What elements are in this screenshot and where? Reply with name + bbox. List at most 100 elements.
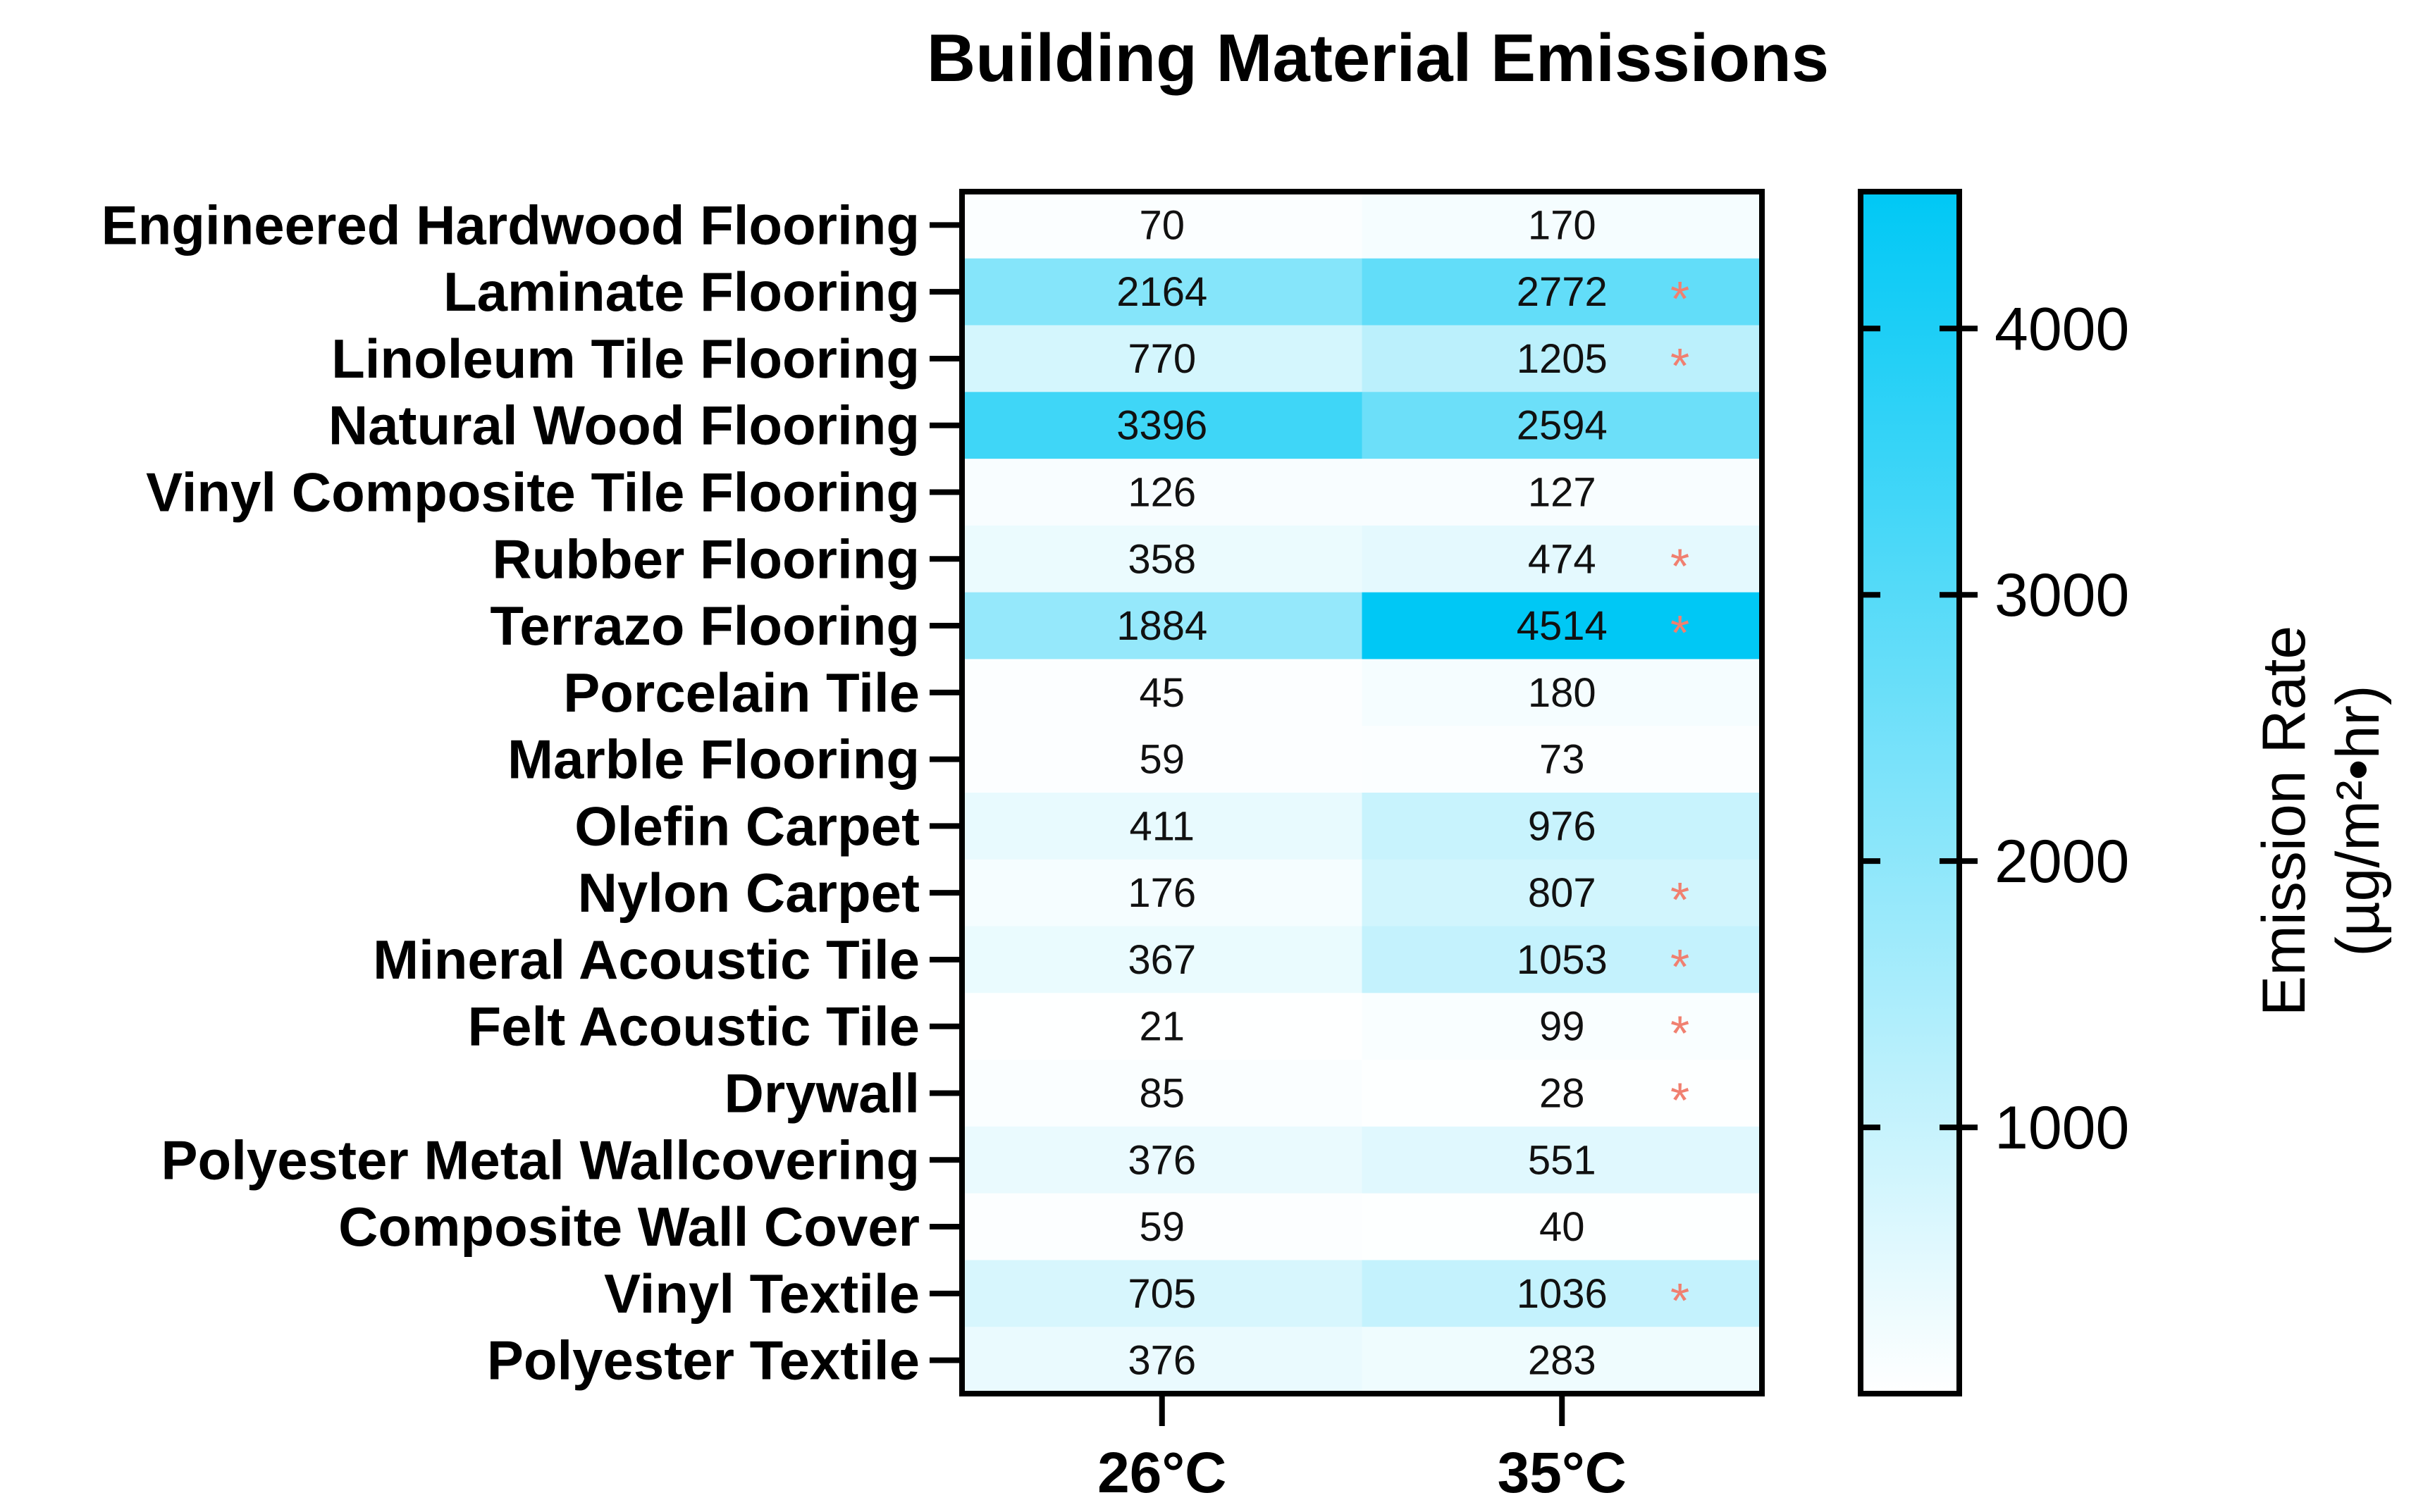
heatmap-cell [1362,793,1763,860]
column-label: 35°C [1498,1441,1627,1505]
row-label: Vinyl Composite Tile Flooring [146,461,920,523]
cell-value-label: 1884 [1116,603,1207,649]
cell-value-label: 551 [1528,1137,1596,1183]
colorbar-tick-label: 3000 [1995,562,2129,629]
row-label: Felt Acoustic Tile [468,996,920,1058]
cell-value-label: 40 [1539,1204,1585,1250]
heatmap-cells: 70 170 2164 2772 * 770 1205 * 3396 2594 126 127 358 4… [959,189,1765,1396]
significance-marker: * [1670,271,1689,326]
colorbar-label: Emission Rate [2250,626,2318,1016]
heatmap-cell [962,1260,1362,1327]
row-label: Vinyl Textile [604,1263,920,1325]
heatmap-cell [1362,192,1763,259]
cell-value-label: 28 [1539,1071,1585,1117]
cell-value-label: 705 [1128,1271,1196,1317]
heatmap-cell [1362,659,1763,726]
row-label: Terrazo Flooring [490,595,920,657]
heatmap-cell [962,993,1362,1060]
significance-marker: * [1670,338,1689,393]
row-label: Linoleum Tile Flooring [331,328,920,390]
cell-value-label: 283 [1528,1338,1596,1384]
cell-value-label: 59 [1139,1204,1185,1250]
cell-value-label: 770 [1128,336,1196,382]
row-label: Rubber Flooring [492,528,920,590]
heatmap-cell [1362,1327,1763,1394]
heatmap-cell [1362,592,1763,659]
heatmap-cell [1362,926,1763,993]
cell-value-label: 4514 [1517,603,1608,649]
cell-value-label: 376 [1128,1338,1196,1384]
colorbar-tick-label: 4000 [1995,295,2129,363]
heatmap-cell [1362,525,1763,593]
colorbar-tick-label: 2000 [1995,828,2129,896]
heatmap-cell [962,1060,1362,1127]
row-label: Olefin Carpet [574,795,920,857]
cell-value-label: 170 [1528,202,1596,248]
heatmap-cell [962,659,1362,726]
cell-value-label: 807 [1528,870,1596,916]
colorbar-unit-label: (µg/m²•hr) [2324,685,2392,956]
cell-value-label: 126 [1128,470,1196,516]
column-label: 26°C [1097,1441,1226,1505]
cell-value-label: 85 [1139,1071,1185,1117]
cell-value-label: 99 [1539,1004,1585,1050]
column-labels: 26°C 35°C [1097,1394,1627,1505]
row-label: Mineral Acoustic Tile [373,929,920,991]
row-label: Engineered Hardwood Flooring [101,194,920,256]
heatmap-frame [959,189,1765,1396]
row-label: Composite Wall Cover [338,1196,920,1258]
chart-title: Building Material Emissions [927,20,1829,96]
cell-value-label: 1053 [1517,937,1608,983]
cell-value-label: 3396 [1116,403,1207,449]
heatmap-cell [962,192,1362,259]
cell-value-label: 180 [1528,670,1596,716]
row-label: Polyester Textile [487,1330,920,1392]
heatmap-cell [962,793,1362,860]
heatmap-cell [962,325,1362,392]
colorbar-tick-label: 1000 [1995,1094,2129,1162]
heatmap-cell [962,258,1362,326]
heatmap-cell [1362,859,1763,927]
cell-value-label: 474 [1528,536,1596,582]
colorbar-gradient [1858,189,1962,1396]
significance-marker: * [1670,872,1689,927]
cell-value-label: 70 [1139,202,1185,248]
heatmap-cell [962,1126,1362,1194]
heatmap-cell [962,392,1362,459]
cell-value-label: 358 [1128,536,1196,582]
heatmap-cell [962,726,1362,793]
cell-value-label: 1205 [1517,336,1608,382]
significance-marker: * [1670,1273,1689,1328]
cell-value-label: 59 [1139,737,1185,783]
significance-marker: * [1670,538,1689,593]
row-label: Drywall [725,1062,920,1124]
heatmap-cell [962,459,1362,526]
heatmap-cell [1362,258,1763,326]
cell-value-label: 1036 [1517,1271,1608,1317]
heatmap-cell [1362,726,1763,793]
row-label: Polyester Metal Wallcovering [161,1129,920,1191]
heatmap-cell [962,859,1362,927]
cell-value-label: 2164 [1116,269,1207,315]
cell-value-label: 976 [1528,803,1596,849]
significance-marker: * [1670,939,1689,994]
row-label: Laminate Flooring [443,261,920,323]
colorbar: 1000 2000 3000 4000 Emission Rate (µg/m²•hr) [1858,189,2392,1396]
cell-value-label: 376 [1128,1137,1196,1183]
cell-value-label: 367 [1128,937,1196,983]
cell-value-label: 2594 [1517,403,1608,449]
cell-value-label: 45 [1139,670,1185,716]
heatmap-cell [1362,1126,1763,1194]
significance-marker: * [1670,605,1689,660]
heatmap-cell [1362,325,1763,392]
heatmap-cell [1362,1060,1763,1127]
significance-marker: * [1670,1006,1689,1061]
significance-marker: * [1670,1073,1689,1128]
row-label: Nylon Carpet [578,862,920,924]
heatmap-cell [1362,392,1763,459]
cell-value-label: 411 [1130,803,1195,849]
heatmap-cell [1362,993,1763,1060]
heatmap-cell [962,1327,1362,1394]
